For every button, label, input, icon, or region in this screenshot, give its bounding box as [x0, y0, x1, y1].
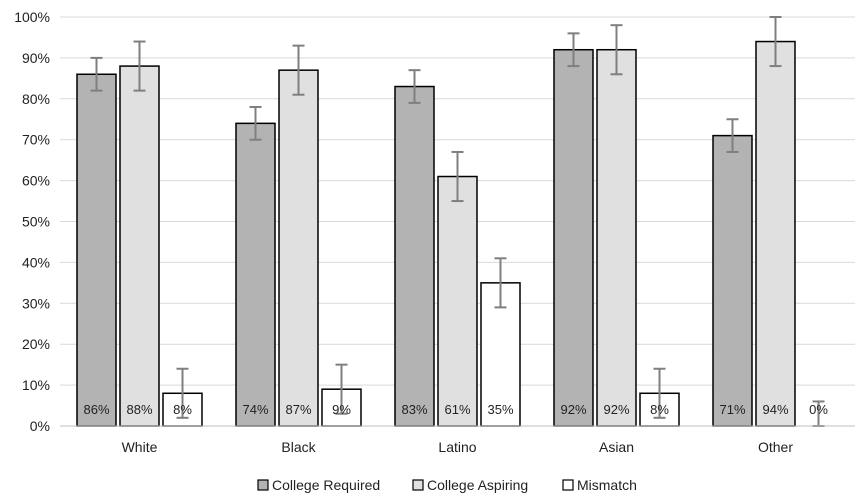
y-tick-label: 20% — [22, 336, 50, 352]
data-label: 92% — [603, 402, 629, 417]
data-label: 86% — [83, 402, 109, 417]
y-tick-label: 30% — [22, 295, 50, 311]
legend-label: College Aspiring — [427, 477, 528, 493]
x-category-label: Latino — [438, 439, 476, 455]
x-category-label: White — [122, 439, 158, 455]
bar-college-required-latino — [394, 85, 435, 427]
data-label: 92% — [560, 402, 586, 417]
legend-swatch — [562, 479, 574, 491]
data-label: 9% — [332, 402, 351, 417]
bar-college-aspiring-black — [278, 69, 319, 427]
y-tick-label: 40% — [22, 254, 50, 270]
x-category-label: Asian — [599, 439, 634, 455]
data-label: 35% — [487, 402, 513, 417]
legend-swatch — [412, 479, 424, 491]
y-tick-label: 50% — [22, 214, 50, 230]
data-label: 0% — [809, 402, 828, 417]
legend-swatch — [257, 479, 269, 491]
legend: College Required College Aspiring Mismatch — [257, 477, 637, 493]
bar-college-required-other — [712, 134, 753, 427]
data-label: 94% — [762, 402, 788, 417]
data-label: 8% — [650, 402, 669, 417]
x-category-label: Black — [281, 439, 316, 455]
legend-label: Mismatch — [577, 477, 637, 493]
bar-college-required-asian — [553, 48, 594, 427]
data-label: 87% — [285, 402, 311, 417]
y-tick-label: 10% — [22, 377, 50, 393]
data-labels: 86% 88% 8% 74% 87% 9% 83% 61% 35% 92% 92% 8% 71% 94% 0… — [83, 402, 828, 417]
bar-college-aspiring-white — [119, 65, 160, 427]
y-axis: 0% 10% 20% 30% 40% 50% 60% 70% 80% 90% 100% — [14, 9, 50, 434]
y-tick-label: 90% — [22, 50, 50, 66]
x-axis: White Black Latino Asian Other — [60, 425, 855, 455]
error-bars — [90, 16, 825, 427]
bar-college-aspiring-asian — [596, 48, 637, 427]
bar-college-required-black — [235, 122, 276, 427]
data-label: 8% — [173, 402, 192, 417]
data-label: 88% — [126, 402, 152, 417]
bar-college-required-white — [76, 73, 117, 427]
x-category-label: Other — [758, 439, 793, 455]
bars — [76, 40, 796, 427]
bar-college-aspiring-other — [755, 40, 796, 427]
bar-college-aspiring-latino — [437, 175, 478, 427]
data-label: 71% — [719, 402, 745, 417]
data-label: 61% — [444, 402, 470, 417]
y-tick-label: 80% — [22, 91, 50, 107]
y-tick-label: 100% — [14, 9, 50, 25]
data-label: 83% — [401, 402, 427, 417]
y-tick-label: 60% — [22, 173, 50, 189]
legend-label: College Required — [272, 477, 380, 493]
y-tick-label: 0% — [30, 418, 50, 434]
data-label: 74% — [242, 402, 268, 417]
y-tick-label: 70% — [22, 132, 50, 148]
